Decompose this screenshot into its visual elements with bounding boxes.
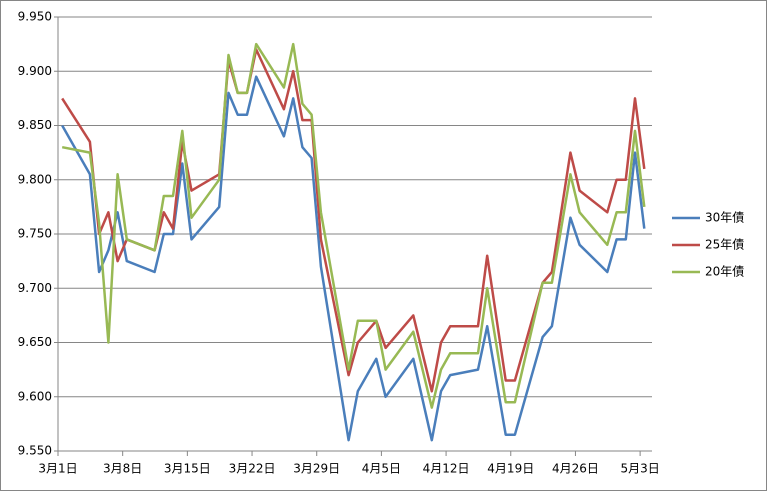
series-line [61, 48, 646, 393]
legend-label: 20年債 [705, 264, 744, 279]
x-tick-label: 3月1日 [38, 462, 77, 476]
y-tick-label: 9.750 [18, 227, 52, 241]
y-tick-label: 9.950 [18, 10, 52, 24]
legend-label: 30年債 [705, 210, 744, 225]
x-tick-label: 3月22日 [229, 462, 276, 476]
x-tick-label: 4月19日 [487, 462, 534, 476]
series-line [61, 42, 646, 409]
x-tick-label: 4月26日 [552, 462, 599, 476]
series-line [61, 75, 646, 442]
y-tick-label: 9.900 [18, 64, 52, 78]
y-tick-label: 9.600 [18, 389, 52, 403]
x-tick-label: 3月15日 [164, 462, 211, 476]
y-tick-label: 9.800 [18, 172, 52, 186]
x-tick-label: 3月8日 [103, 462, 142, 476]
y-tick-label: 9.850 [18, 118, 52, 132]
x-tick-label: 4月5日 [362, 462, 401, 476]
y-tick-label: 9.650 [18, 335, 52, 349]
legend-label: 25年債 [705, 237, 744, 252]
y-tick-label: 9.550 [18, 444, 52, 458]
y-tick-label: 9.700 [18, 281, 52, 295]
x-tick-label: 4月12日 [423, 462, 470, 476]
x-tick-label: 3月29日 [293, 462, 340, 476]
x-tick-label: 5月3日 [620, 462, 659, 476]
